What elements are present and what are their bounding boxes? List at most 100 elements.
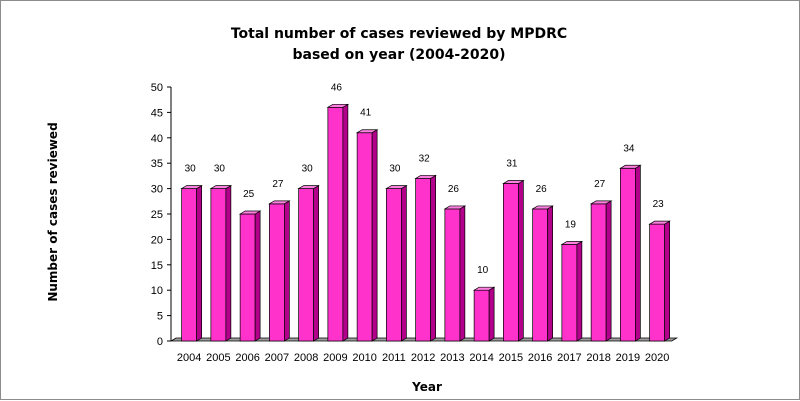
bar-2004	[180, 184, 203, 342]
bar-2019	[619, 164, 642, 342]
data-label-2004: 30	[185, 164, 197, 175]
bar-side	[635, 164, 641, 342]
bar-front	[298, 188, 314, 342]
x-tick-label-2019: 2019	[616, 352, 640, 364]
data-label-2019: 34	[623, 143, 635, 154]
data-labels: 30 2004 30 2005 25 2006 27 2007 30 2008 46 2009 41 20…	[177, 82, 669, 364]
data-label-2012: 32	[419, 153, 431, 164]
chart-subtitle: based on year (2004-2020)	[292, 47, 505, 63]
x-tick-label-2010: 2010	[352, 352, 376, 364]
bar-2010	[355, 129, 379, 342]
y-tick-label: 10	[151, 285, 163, 297]
bar-top	[472, 286, 496, 291]
x-tick-label-2017: 2017	[557, 352, 581, 364]
bar-side	[547, 205, 553, 342]
bar-front	[386, 188, 402, 342]
bar-front	[503, 183, 519, 342]
x-tick-label-2006: 2006	[235, 352, 259, 364]
bar-top	[180, 185, 203, 189]
bar-side	[488, 286, 495, 342]
y-tick-label: 40	[151, 133, 163, 145]
y-tick-label: 45	[151, 107, 163, 119]
bar-2012	[414, 174, 437, 342]
bar-2008	[297, 184, 320, 342]
bar-top	[297, 185, 320, 189]
bar-top	[560, 241, 584, 245]
bar-top	[589, 200, 613, 205]
bar-2017	[560, 240, 584, 342]
bar-side	[430, 174, 436, 342]
bar-front	[561, 244, 578, 342]
y-tick-label: 25	[151, 209, 163, 221]
bar-side	[576, 240, 583, 342]
bar-2020	[648, 220, 671, 342]
bar-side	[459, 205, 466, 342]
bar-top	[385, 185, 408, 189]
bar-front	[415, 178, 431, 342]
bar-top	[619, 164, 642, 169]
x-axis-title: Year	[411, 380, 442, 394]
bar-top	[326, 103, 350, 108]
data-label-2016: 26	[536, 184, 548, 195]
bar-front	[269, 203, 285, 342]
x-tick-label-2012: 2012	[411, 352, 435, 364]
data-label-2014: 10	[477, 265, 489, 276]
bar-2018	[589, 200, 613, 342]
bar-side	[371, 129, 378, 342]
bar-top	[268, 200, 291, 205]
data-label-2017: 19	[565, 219, 577, 230]
x-tick-label-2008: 2008	[294, 352, 318, 364]
bar-front	[649, 223, 665, 342]
bar-top	[355, 129, 379, 134]
y-tick-label: 0	[157, 336, 163, 348]
bar-2011	[385, 184, 408, 342]
bar-side	[342, 103, 349, 342]
bar-front	[210, 188, 227, 342]
bar-front	[444, 208, 461, 342]
bar-front	[239, 213, 256, 342]
y-axis-title: Number of cases reviewed	[46, 122, 60, 301]
bar-series	[180, 103, 671, 342]
bar-side	[313, 184, 319, 342]
bar-front	[356, 132, 373, 342]
bar-top	[648, 220, 671, 225]
x-tick-label-2014: 2014	[469, 352, 493, 364]
data-label-2018: 27	[594, 179, 606, 190]
bar-2006	[238, 210, 262, 342]
x-tick-label-2016: 2016	[528, 352, 552, 364]
bar-side	[254, 210, 261, 342]
bar-front	[532, 208, 548, 342]
x-tick-label-2009: 2009	[323, 352, 347, 364]
data-label-2010: 41	[360, 108, 372, 119]
data-label-2006: 25	[243, 189, 255, 200]
data-label-2013: 26	[448, 184, 460, 195]
bar-side	[196, 184, 202, 342]
data-label-2011: 30	[389, 164, 401, 175]
data-label-2007: 27	[272, 179, 284, 190]
data-label-2020: 23	[653, 199, 665, 210]
bar-2015	[502, 179, 525, 342]
chart-title: Total number of cases reviewed by MPDRC	[231, 26, 567, 42]
y-tick-label: 50	[151, 82, 163, 94]
bar-side	[664, 220, 670, 342]
chart-axes: 0 5 10 15 20 25 30 35 40 45 50	[151, 82, 172, 348]
bar-side	[518, 179, 524, 342]
data-label-2015: 31	[506, 159, 518, 170]
bar-side	[225, 184, 232, 342]
bar-top	[209, 185, 233, 189]
bar-side	[605, 200, 612, 342]
bar-front	[620, 167, 636, 342]
y-tick-label: 5	[157, 311, 163, 323]
bar-2013	[443, 205, 467, 342]
bar-2007	[268, 200, 291, 342]
y-tick-label: 30	[151, 184, 163, 196]
bar-front	[590, 203, 607, 342]
x-tick-label-2020: 2020	[645, 352, 669, 364]
bar-front	[181, 188, 197, 342]
bar-side	[284, 200, 290, 342]
x-tick-label-2011: 2011	[382, 352, 406, 364]
bar-2014	[472, 286, 496, 342]
x-tick-label-2004: 2004	[177, 352, 201, 364]
x-tick-label-2013: 2013	[440, 352, 464, 364]
